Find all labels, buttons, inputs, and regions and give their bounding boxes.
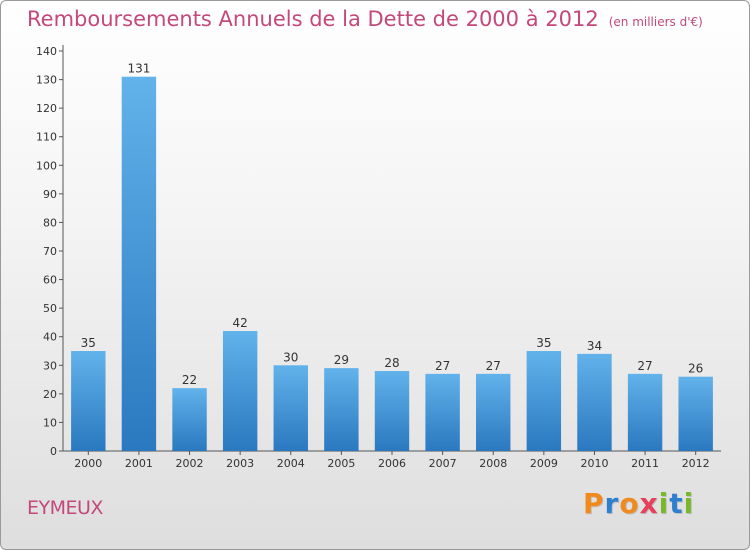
logo-letter: r	[604, 487, 620, 520]
title-text: Remboursements Annuels de la Dette de 20…	[27, 7, 599, 31]
unit-label: (en milliers d'€)	[608, 15, 703, 29]
logo-letter: t	[669, 487, 684, 520]
value-label-2011: 27	[637, 359, 652, 373]
y-tick-label: 20	[43, 388, 57, 401]
y-tick-label: 10	[43, 416, 57, 429]
bar-2005	[324, 368, 359, 451]
y-tick-label: 130	[36, 74, 57, 87]
y-tick-label: 140	[36, 45, 57, 58]
y-tick-label: 80	[43, 216, 57, 229]
value-label-2001: 131	[127, 62, 150, 76]
x-tick-label-2005: 2005	[327, 457, 355, 470]
bar-2010	[577, 353, 612, 451]
y-tick-label: 0	[50, 445, 57, 458]
value-label-2005: 29	[334, 353, 349, 367]
x-tick-label-2002: 2002	[176, 457, 204, 470]
value-label-2012: 26	[688, 362, 703, 376]
bar-2009	[526, 351, 562, 451]
bar-2002	[172, 388, 207, 451]
place-name: EYMEUX	[27, 497, 103, 519]
proxiti-logo: Proxiti	[583, 487, 694, 520]
value-label-2002: 22	[182, 373, 197, 387]
y-tick-label: 60	[43, 274, 57, 287]
value-label-2004: 30	[283, 350, 298, 364]
logo-letter: x	[639, 487, 659, 520]
bar-2007	[425, 373, 460, 451]
y-tick-label: 100	[36, 159, 57, 172]
value-label-2003: 42	[233, 316, 248, 330]
x-tick-label-2008: 2008	[479, 457, 507, 470]
chart-title: Remboursements Annuels de la Dette de 20…	[27, 7, 703, 31]
bar-2006	[374, 371, 410, 451]
x-tick-label-2000: 2000	[74, 457, 102, 470]
x-tick-label-2004: 2004	[277, 457, 305, 470]
x-tick-label-2003: 2003	[226, 457, 254, 470]
value-label-2006: 28	[384, 356, 399, 370]
y-tick-label: 50	[43, 302, 57, 315]
value-label-2000: 35	[81, 336, 96, 350]
logo-letter: P	[583, 487, 605, 520]
value-label-2009: 35	[536, 336, 551, 350]
logo-letter: i	[683, 487, 695, 520]
value-label-2010: 34	[587, 339, 602, 353]
x-tick-label-2007: 2007	[429, 457, 457, 470]
y-tick-label: 110	[36, 131, 57, 144]
bar-2001	[121, 76, 157, 451]
x-tick-label-2001: 2001	[125, 457, 153, 470]
y-tick-label: 70	[43, 245, 57, 258]
y-tick-label: 40	[43, 331, 57, 344]
x-tick-label-2009: 2009	[530, 457, 558, 470]
y-tick-label: 30	[43, 359, 57, 372]
x-tick-label-2012: 2012	[682, 457, 710, 470]
x-tick-label-2006: 2006	[378, 457, 406, 470]
bar-2012	[678, 376, 713, 451]
bar-2011	[627, 373, 663, 451]
bar-2000	[71, 351, 106, 451]
bar-2003	[222, 331, 258, 451]
y-tick-label: 120	[36, 102, 57, 115]
bar-2008	[476, 373, 511, 451]
value-label-2008: 27	[486, 359, 501, 373]
y-tick-label: 90	[43, 188, 57, 201]
logo-letter: i	[658, 487, 670, 520]
x-tick-label-2010: 2010	[580, 457, 608, 470]
bar-2004	[273, 365, 308, 451]
logo-letter: o	[619, 487, 640, 520]
x-tick-label-2011: 2011	[631, 457, 659, 470]
value-label-2007: 27	[435, 359, 450, 373]
